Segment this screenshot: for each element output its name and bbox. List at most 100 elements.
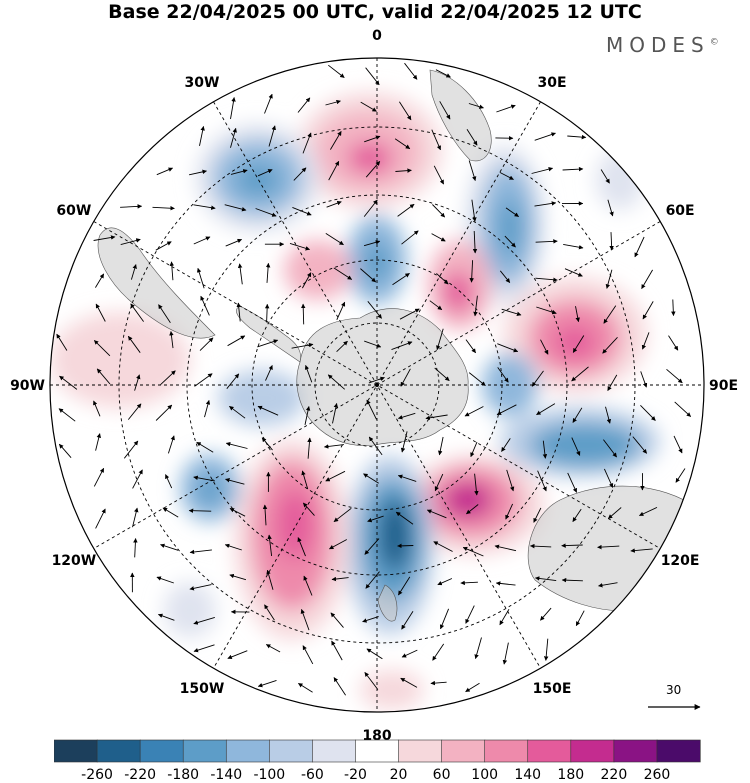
wind-arrow xyxy=(366,648,383,660)
wind-arrow xyxy=(501,438,511,452)
wind-arrow xyxy=(572,335,585,353)
wind-arrow xyxy=(436,273,449,285)
wind-arrow xyxy=(255,208,277,217)
wind-arrow xyxy=(261,437,273,451)
wind-arrow xyxy=(466,504,479,515)
wind-arrow xyxy=(468,160,477,182)
wind-arrow xyxy=(460,580,478,586)
wind-arrow xyxy=(434,473,444,492)
wind-arrow xyxy=(333,677,346,696)
colorbar-swatch xyxy=(182,739,227,763)
wind-arrow xyxy=(58,443,72,458)
wind-arrow xyxy=(152,205,175,211)
wind-arrow xyxy=(169,330,174,349)
wind-arrow xyxy=(607,507,622,519)
wind-arrow xyxy=(395,511,414,525)
wind-arrow xyxy=(397,412,416,420)
wind-arrow xyxy=(120,238,141,246)
wind-arrow xyxy=(325,99,341,106)
wind-arrow xyxy=(132,469,143,489)
wind-arrow xyxy=(120,204,143,209)
wind-arrow xyxy=(293,167,307,181)
wind-arrow xyxy=(304,406,311,425)
reference-vector: 30 xyxy=(648,683,701,710)
colorbar-swatch xyxy=(355,739,400,763)
colorbar-tick-label: 20 xyxy=(390,767,408,783)
wind-arrow xyxy=(535,277,558,282)
wind-arrow xyxy=(668,335,679,351)
wind-arrow xyxy=(237,263,243,285)
wind-arrow xyxy=(265,262,271,283)
wind-arrow xyxy=(302,272,312,289)
wind-arrow xyxy=(300,303,306,325)
wind-arrow xyxy=(671,299,676,317)
wind-arrow xyxy=(438,436,444,456)
wind-arrow xyxy=(499,270,511,283)
colorbar: -260 -220 -180 -140 -100 -60 -20 20 60 100 140 180 2… xyxy=(54,739,701,783)
wind-arrow xyxy=(59,375,78,390)
colorbar-swatch xyxy=(484,739,529,763)
wind-arrow xyxy=(537,470,547,492)
wind-arrow xyxy=(360,101,377,112)
wind-arrow xyxy=(401,611,414,630)
longitude-label: 120W xyxy=(52,553,97,569)
wind-arrow xyxy=(257,679,277,688)
longitude-label: 150W xyxy=(180,681,225,697)
longitude-label: 60E xyxy=(666,203,695,219)
wind-arrow xyxy=(193,204,216,210)
wind-arrow xyxy=(96,368,111,385)
wind-arrow xyxy=(368,376,385,384)
wind-arrow xyxy=(470,441,478,458)
wind-arrow xyxy=(188,508,212,513)
wind-arrow xyxy=(264,93,273,114)
wind-arrow xyxy=(155,241,172,251)
wind-arrow xyxy=(133,538,138,558)
longitude-label: 60W xyxy=(56,203,91,219)
wind-arrow xyxy=(367,515,384,523)
wind-arrow xyxy=(224,204,247,212)
wind-arrow xyxy=(605,269,613,289)
wind-arrow xyxy=(364,135,381,143)
wind-arrow xyxy=(229,573,247,581)
wind-arrow xyxy=(298,683,313,693)
wind-arrow xyxy=(266,569,274,590)
wind-arrow xyxy=(365,161,381,178)
wind-arrow xyxy=(93,340,111,357)
wind-arrow xyxy=(130,303,144,322)
copyright-symbol: © xyxy=(709,37,719,48)
colorbar-swatch xyxy=(312,739,357,763)
australia-land xyxy=(527,485,701,612)
wind-arrow xyxy=(156,167,174,176)
wind-arrow xyxy=(531,167,554,174)
colorbar-tick-label: -100 xyxy=(253,767,285,783)
wind-arrow xyxy=(364,672,379,690)
wind-arrow xyxy=(540,607,552,621)
wind-arrow xyxy=(598,582,618,588)
wind-arrow xyxy=(264,303,270,323)
wind-arrow xyxy=(666,368,683,384)
wind-arrow xyxy=(193,644,215,653)
wind-arrow xyxy=(169,261,175,281)
wind-arrow xyxy=(399,101,412,121)
colorbar-swatch xyxy=(527,739,572,763)
wind-arrow xyxy=(134,374,141,391)
wind-arrow xyxy=(674,401,692,417)
wind-arrow xyxy=(437,578,453,586)
wind-arrow xyxy=(291,342,314,349)
wind-arrow xyxy=(307,437,312,459)
colorbar-swatch xyxy=(441,739,486,763)
wind-arrow xyxy=(397,474,417,482)
wind-arrow xyxy=(363,473,379,484)
wind-arrow xyxy=(257,169,273,177)
wind-arrow xyxy=(325,470,346,482)
wind-arrow xyxy=(497,343,519,353)
wind-arrow xyxy=(572,508,582,522)
wind-arrow xyxy=(469,260,474,283)
wind-arrow xyxy=(160,370,176,385)
brand-text: MODES xyxy=(606,33,710,57)
wind-arrow xyxy=(226,373,240,389)
wind-arrow xyxy=(562,166,584,172)
wind-arrow xyxy=(162,507,179,518)
wind-arrow xyxy=(567,134,587,140)
wind-arrow xyxy=(130,264,137,280)
